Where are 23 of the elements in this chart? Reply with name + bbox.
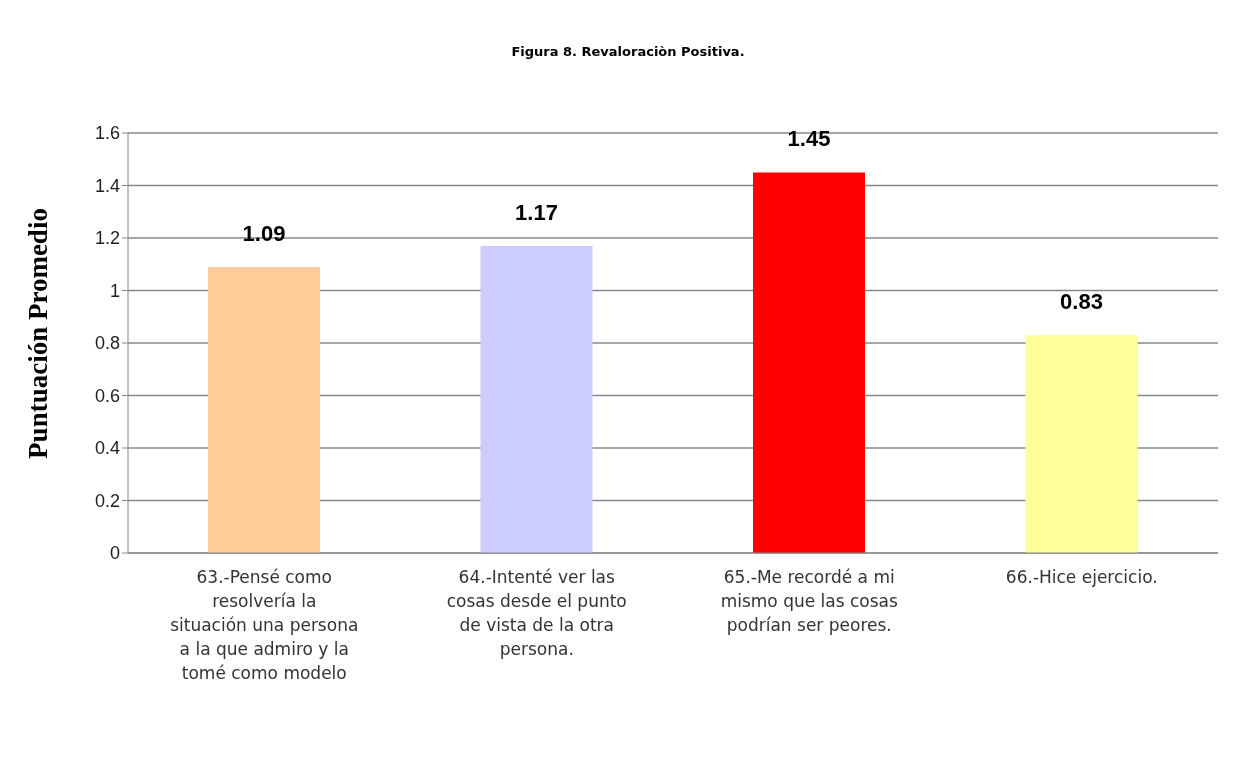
y-tick-label: 0.4 [94,438,120,459]
chart-title: Figura 8. Revaloraciòn Positiva. [510,44,746,59]
y-tick-label: 0.2 [94,490,120,511]
data-label: 0.83 [1060,289,1103,315]
y-tick-label: 1.4 [94,175,120,196]
y-tick-label: 1 [109,280,120,301]
bar [753,172,865,553]
bar [208,266,320,553]
y-tick-label: 1.6 [94,123,120,144]
y-axis-title: Puntuación Promedio [22,207,54,459]
data-label: 1.17 [515,199,558,225]
x-tick-label: 65.-Me recordé a mi mismo que las cosas podrían ser peores. [720,567,898,635]
x-tick-label: 64.-Intenté ver las cosas desde el punto de vista de la otra persona. [446,567,627,659]
data-label: 1.09 [242,220,286,246]
y-tick-label: 1.2 [94,228,120,249]
y-tick-label: 0.8 [94,333,120,354]
y-tick-label: 0.6 [94,385,120,406]
y-tick-label: 0 [109,543,120,564]
bar [1025,335,1138,553]
data-label: 1.45 [787,126,831,152]
x-tick-label: 63.-Pensé como resolvería la situación una persona a la que admiro y la tomé como modelo [170,567,359,683]
x-tick-label: 66.-Hice ejercicio. [1005,567,1158,587]
bar [480,245,593,553]
